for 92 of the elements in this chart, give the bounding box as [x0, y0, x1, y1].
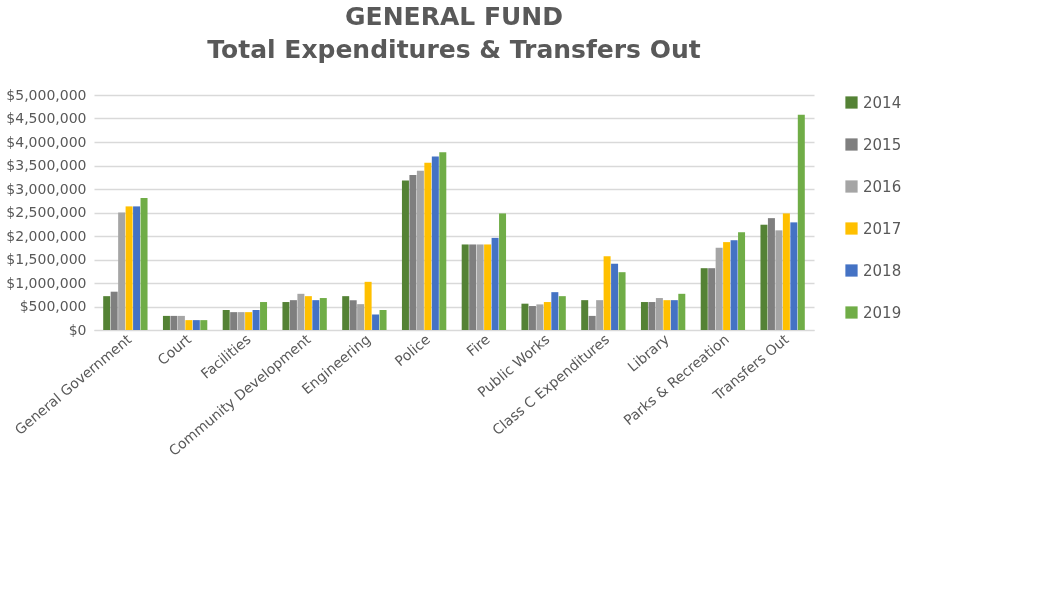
bar [760, 224, 768, 330]
bar [655, 298, 663, 330]
bar [603, 256, 611, 330]
bar [790, 222, 798, 330]
bar [558, 296, 566, 330]
bar [401, 180, 409, 330]
bar [723, 242, 731, 330]
bar [170, 315, 178, 330]
bar [499, 213, 507, 330]
bar [708, 268, 716, 330]
legend-label: 2018 [863, 261, 902, 280]
legend-label: 2019 [863, 303, 902, 322]
bar [379, 310, 387, 330]
bar [782, 213, 790, 330]
bar [715, 247, 723, 330]
bar [103, 296, 111, 330]
bar [416, 170, 424, 330]
y-tick-label: $3,500,000 [6, 157, 87, 173]
bar [140, 197, 148, 330]
bar [230, 312, 238, 330]
bar [177, 315, 185, 330]
bar [133, 206, 141, 330]
y-tick-label: $3,000,000 [6, 180, 87, 197]
bar [200, 320, 208, 330]
bar [372, 314, 380, 330]
bar [118, 212, 126, 330]
y-tick-label: $5,000,000 [6, 86, 87, 103]
bar [297, 293, 305, 330]
bar [110, 291, 118, 330]
bar [670, 300, 678, 330]
bar [797, 114, 805, 330]
bar [222, 310, 230, 330]
bar [521, 303, 529, 330]
bar [767, 218, 775, 330]
legend-label: 2016 [863, 177, 902, 196]
bar [245, 312, 253, 330]
x-tick-label: Fire [463, 330, 493, 360]
bar [528, 306, 536, 330]
bar [581, 300, 589, 330]
y-tick-label: $500,000 [19, 298, 87, 314]
bar [260, 302, 268, 330]
bar [237, 312, 245, 330]
bar [162, 315, 170, 330]
y-tick-label: $1,500,000 [6, 251, 87, 267]
bar [484, 244, 492, 330]
y-tick-label: $2,000,000 [6, 227, 87, 244]
y-tick-label: $1,000,000 [6, 274, 87, 291]
chart-subtitle: Total Expenditures & Transfers Out [207, 35, 701, 64]
bar [252, 310, 260, 330]
bar [640, 302, 648, 330]
bar [588, 315, 596, 330]
bar [491, 237, 499, 330]
bar [476, 244, 484, 330]
legend-label: 2015 [863, 135, 902, 154]
bar [678, 293, 686, 330]
bar [185, 320, 193, 330]
bar [409, 174, 417, 330]
bar [431, 156, 439, 330]
bar [424, 162, 432, 330]
chart-title: GENERAL FUND [345, 2, 563, 31]
bar [364, 281, 372, 330]
bar [282, 302, 290, 330]
bar [536, 304, 544, 330]
bar [439, 152, 447, 330]
bar [730, 240, 738, 330]
bar [461, 244, 469, 330]
y-tick-label: $4,500,000 [6, 110, 87, 126]
y-tick-label: $0 [68, 321, 87, 338]
bar [775, 230, 783, 330]
bar [663, 300, 671, 330]
bar [312, 300, 320, 330]
bar [596, 300, 604, 330]
y-tick-label: $4,000,000 [6, 133, 87, 150]
bar [543, 302, 551, 330]
bar [700, 268, 708, 330]
bar [319, 298, 327, 330]
legend-label: 2017 [863, 219, 902, 238]
bar [648, 302, 656, 330]
bar [551, 292, 559, 330]
bar [618, 272, 626, 330]
bar [125, 206, 133, 330]
bar [469, 244, 477, 330]
bar [357, 304, 365, 330]
bar [304, 296, 312, 330]
bar [289, 300, 297, 330]
bar [349, 300, 357, 330]
bar [738, 232, 746, 330]
bar [611, 263, 619, 330]
bar [342, 296, 350, 330]
y-tick-label: $2,500,000 [6, 204, 87, 220]
legend-label: 2014 [863, 93, 902, 112]
bar [192, 320, 200, 330]
